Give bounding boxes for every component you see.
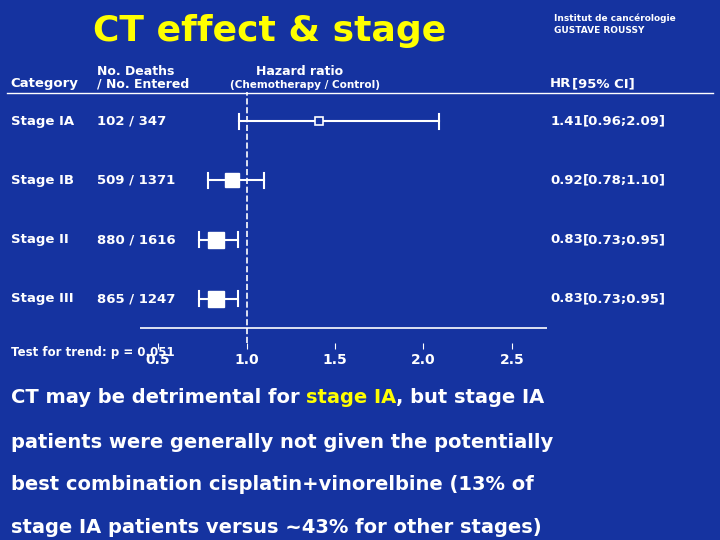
Text: , but stage IA: , but stage IA	[397, 388, 544, 407]
Text: CT effect & stage: CT effect & stage	[94, 14, 446, 48]
Text: No. Deaths: No. Deaths	[97, 65, 174, 78]
Text: 0.83: 0.83	[550, 292, 583, 305]
Text: stage IA: stage IA	[306, 388, 397, 407]
Text: 1.41: 1.41	[550, 115, 582, 128]
Text: patients were generally not given the potentially: patients were generally not given the po…	[11, 433, 553, 451]
Text: [0.73;0.95]: [0.73;0.95]	[583, 292, 666, 305]
Text: (Chemotherapy / Control): (Chemotherapy / Control)	[230, 80, 380, 90]
Text: 509 / 1371: 509 / 1371	[97, 174, 176, 187]
Text: 0.92: 0.92	[550, 174, 582, 187]
Text: Category: Category	[11, 77, 78, 90]
Text: [0.96;2.09]: [0.96;2.09]	[583, 115, 666, 128]
Text: best combination cisplatin+vinorelbine (13% of: best combination cisplatin+vinorelbine (…	[11, 475, 534, 494]
Text: [95% CI]: [95% CI]	[572, 77, 635, 90]
Text: 0.83: 0.83	[550, 233, 583, 246]
Text: [0.78;1.10]: [0.78;1.10]	[583, 174, 666, 187]
Text: Stage IB: Stage IB	[11, 174, 73, 187]
Text: Test for trend: p = 0.051: Test for trend: p = 0.051	[11, 346, 174, 359]
Text: stage IA patients versus ~43% for other stages): stage IA patients versus ~43% for other …	[11, 518, 541, 537]
Text: 865 / 1247: 865 / 1247	[97, 292, 176, 305]
Text: / No. Entered: / No. Entered	[97, 77, 189, 90]
Text: [0.73;0.95]: [0.73;0.95]	[583, 233, 666, 246]
Text: Stage III: Stage III	[11, 292, 73, 305]
Text: 880 / 1616: 880 / 1616	[97, 233, 176, 246]
Text: Institut de cancérologie
GUSTAVE ROUSSY: Institut de cancérologie GUSTAVE ROUSSY	[554, 14, 676, 35]
Text: Stage IA: Stage IA	[11, 115, 74, 128]
Text: HR: HR	[550, 77, 572, 90]
Text: 102 / 347: 102 / 347	[97, 115, 166, 128]
Text: Hazard ratio: Hazard ratio	[256, 65, 343, 78]
Text: Stage II: Stage II	[11, 233, 68, 246]
Text: CT may be detrimental for: CT may be detrimental for	[11, 388, 306, 407]
